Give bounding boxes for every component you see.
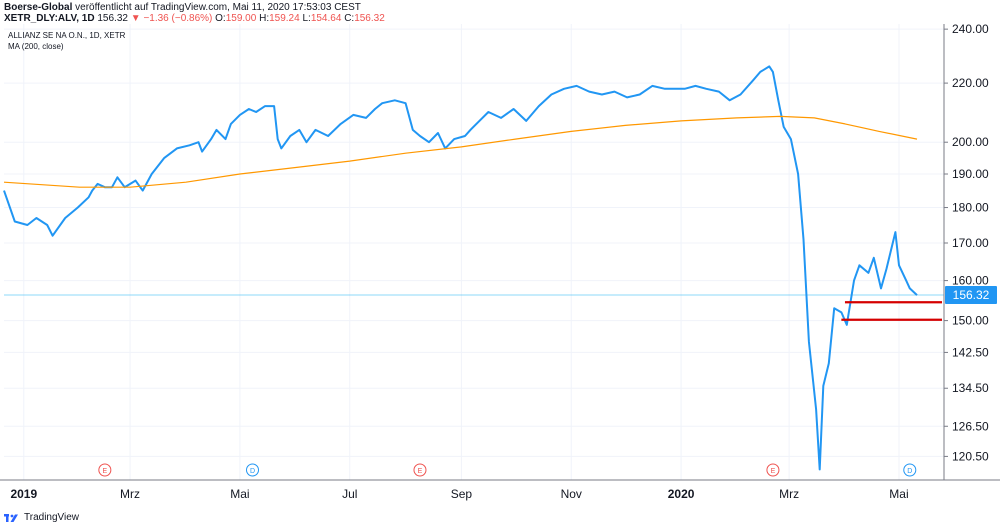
- open-label: O:: [215, 13, 226, 24]
- y-tick-label: 134.50: [952, 381, 989, 395]
- low-label: L:: [302, 13, 311, 24]
- tradingview-logo-icon: [4, 513, 18, 522]
- dividend-marker-icon: [903, 463, 917, 477]
- close-value: 156.32: [354, 13, 385, 24]
- x-tick-label: Mai: [230, 487, 249, 501]
- y-tick-label: 170.00: [952, 236, 989, 250]
- last-price: 156.32: [97, 13, 128, 24]
- price-line: [3, 65, 918, 471]
- axes: 120.50 126.50 134.50 142.50 150.00 160.00 170.…: [0, 24, 1000, 501]
- open-value: 159.00: [225, 13, 257, 24]
- price-change: −1.36 (−0.86%): [143, 13, 213, 24]
- y-tick-label: 142.50: [952, 345, 989, 359]
- last-price-box: [945, 286, 997, 305]
- y-tick-label: 160.00: [952, 274, 989, 288]
- y-tick-label: 180.00: [952, 201, 989, 215]
- y-tick-label: 190.00: [952, 167, 989, 181]
- high-value: 159.24: [269, 13, 300, 24]
- x-tick-label: Mrz: [779, 487, 799, 501]
- footer-brand: TradingView: [24, 512, 80, 523]
- x-tick-label: Sep: [451, 487, 473, 501]
- y-tick-label: 150.00: [952, 314, 989, 328]
- event-marker-letter: E: [418, 468, 423, 475]
- earnings-marker-icon: [766, 463, 780, 477]
- published-text: veröffentlicht auf TradingView.com, Mai …: [75, 2, 361, 13]
- last-price-label: 156.32: [953, 288, 990, 302]
- y-tick-label: 240.00: [952, 24, 989, 36]
- publisher-name: Boerse-Global: [4, 2, 73, 13]
- chart-subtitle: MA (200, close): [8, 42, 64, 51]
- down-arrow-icon: ▼: [130, 13, 141, 24]
- x-tick-label: Mai: [889, 487, 908, 501]
- chart-grid: [4, 24, 944, 480]
- symbol-label: XETR_DLY:ALV, 1D: [4, 13, 95, 24]
- publish-info: Boerse-Global veröffentlicht auf Trading…: [4, 2, 361, 13]
- symbol-ohlc-line: XETR_DLY:ALV, 1D 156.32 ▼ −1.36 (−0.86%)…: [4, 13, 385, 24]
- series-layer: [3, 65, 942, 471]
- x-tick-label: Jul: [342, 487, 357, 501]
- moving-average-line: [3, 115, 918, 188]
- chart-title: ALLIANZ SE NA O.N., 1D, XETR: [8, 31, 126, 40]
- close-label: C:: [344, 13, 355, 24]
- event-marker-letter: D: [250, 468, 255, 475]
- footer: TradingView: [4, 512, 79, 523]
- event-marker-letter: E: [103, 468, 108, 475]
- high-label: H:: [259, 13, 270, 24]
- event-marker-letter: D: [907, 468, 912, 475]
- earnings-marker-icon: [98, 463, 112, 477]
- x-tick-label: 2020: [668, 487, 695, 501]
- price-chart[interactable]: ALLIANZ SE NA O.N., 1D, XETR MA (200, cl…: [0, 24, 1000, 510]
- y-tick-label: 120.50: [952, 449, 989, 463]
- event-marker-letter: E: [771, 468, 776, 475]
- y-tick-label: 126.50: [952, 419, 989, 433]
- low-value: 154.64: [310, 13, 342, 24]
- dividend-marker-icon: [246, 463, 260, 477]
- y-tick-label: 200.00: [952, 135, 989, 149]
- x-tick-label: Mrz: [120, 487, 140, 501]
- earnings-marker-icon: [413, 463, 427, 477]
- chart-background: [0, 24, 1000, 510]
- y-tick-label: 220.00: [952, 76, 989, 90]
- x-tick-label: 2019: [10, 487, 37, 501]
- x-tick-label: Nov: [561, 487, 582, 501]
